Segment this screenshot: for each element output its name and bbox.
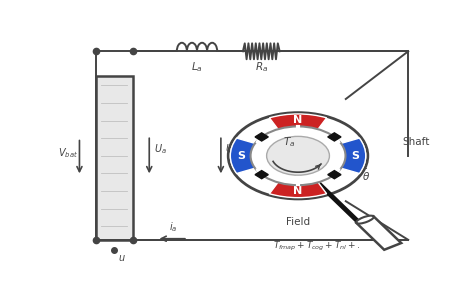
Ellipse shape [356,216,374,224]
Wedge shape [340,138,366,173]
Polygon shape [328,133,341,141]
Text: $\dot{\theta}$: $\dot{\theta}$ [362,168,370,183]
Circle shape [251,127,346,185]
Polygon shape [255,171,268,179]
Circle shape [266,136,329,175]
Text: $L_a$: $L_a$ [191,60,203,74]
Text: Shaft: Shaft [402,137,429,147]
Text: $U_b$: $U_b$ [225,142,238,156]
Text: $R_a$: $R_a$ [255,60,268,74]
Wedge shape [230,138,255,173]
Wedge shape [269,114,327,130]
Text: $V_{bat}$: $V_{bat}$ [58,147,79,160]
Text: Field: Field [286,217,310,227]
Circle shape [228,113,368,199]
Wedge shape [269,182,327,198]
Bar [96,76,133,240]
Text: S: S [237,151,245,161]
Text: $U_a$: $U_a$ [154,142,167,156]
Polygon shape [255,133,268,141]
Text: N: N [293,115,303,125]
Text: $T_{fmap}+T_{cog}+T_{nl}+.$: $T_{fmap}+T_{cog}+T_{nl}+.$ [273,240,360,253]
Polygon shape [356,216,401,250]
Text: N: N [293,186,303,196]
Text: S: S [351,151,359,161]
Polygon shape [328,171,341,179]
Text: $T_a$: $T_a$ [283,135,295,149]
Text: $i_a$: $i_a$ [169,220,177,234]
Text: $u$: $u$ [118,253,126,263]
